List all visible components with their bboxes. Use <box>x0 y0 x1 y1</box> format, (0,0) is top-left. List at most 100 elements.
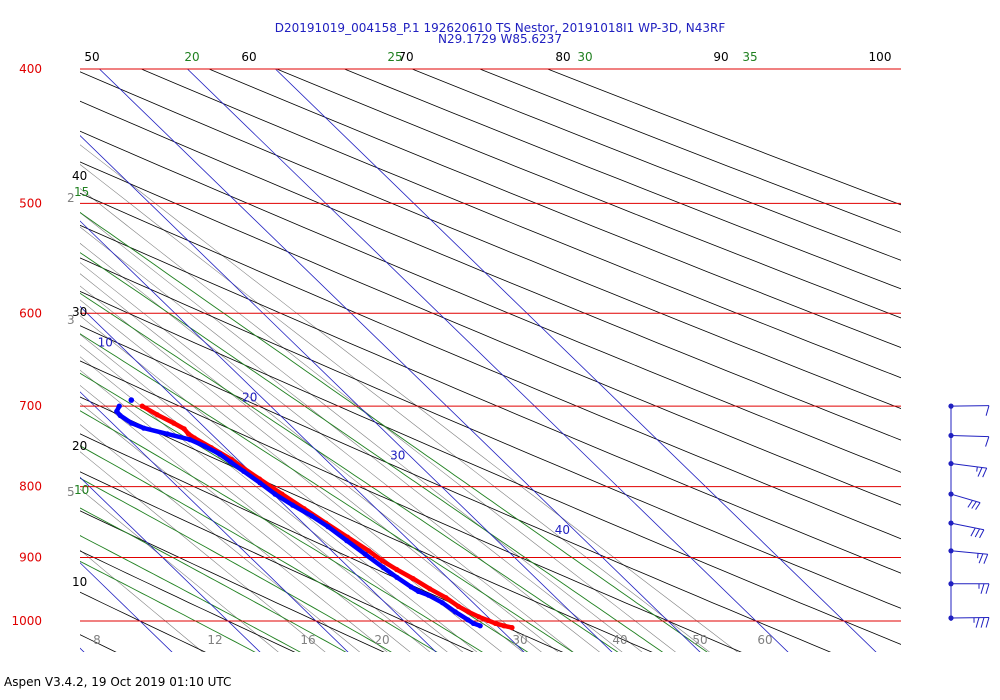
temperature-point <box>410 576 416 582</box>
dewpoint-point <box>257 480 263 486</box>
dry-adiabat-top-label-70: 70 <box>398 50 413 64</box>
dry-adiabat-line <box>275 69 901 319</box>
wind-barb <box>948 432 990 447</box>
dry-adiabat-top-label-100: 100 <box>869 50 892 64</box>
temperature-point <box>154 412 160 418</box>
temperature-profile <box>139 403 515 631</box>
pressure-label-600: 600 <box>19 306 42 320</box>
dewpoint-point <box>477 623 483 629</box>
dewpoint-point <box>128 397 135 403</box>
temperature-point <box>455 603 461 610</box>
isotherm-line <box>186 69 789 652</box>
mixing-ratio-line <box>80 424 361 652</box>
mixing-ratio-bottom-label-20: 20 <box>374 633 389 647</box>
pressure-label-900: 900 <box>19 551 42 565</box>
dewpoint-point <box>425 592 431 598</box>
mixing-ratio-line <box>80 164 710 652</box>
mixing-ratio-label-5: 5 <box>67 485 75 499</box>
dry-adiabat-line <box>80 257 901 609</box>
dewpoint-point <box>394 574 400 580</box>
dry-adiabat-line <box>80 325 832 652</box>
mixing-ratio-label-2: 2 <box>67 191 75 205</box>
temperature-point <box>427 586 433 592</box>
wind-barb <box>948 548 989 564</box>
mixing-ratio-bottom-label-8: 8 <box>93 633 101 647</box>
dry-adiabat-lines <box>80 69 901 652</box>
mixing-ratio-line <box>80 226 623 652</box>
moist-adiabat-top-label-20: 20 <box>184 50 199 64</box>
moist-adiabat-line <box>80 445 438 652</box>
dry-adiabat-top-label-50: 50 <box>84 50 99 64</box>
mixing-ratio-bottom-label-12: 12 <box>207 633 222 647</box>
isotherm-line <box>80 220 525 652</box>
dewpoint-point <box>439 600 445 606</box>
wind-barbs <box>948 403 990 628</box>
temperature-point <box>476 614 482 620</box>
dry-adiabat-line <box>80 396 653 652</box>
mixing-ratio-line <box>80 451 326 652</box>
mixing-ratio-bottom-label-50: 50 <box>692 633 707 647</box>
isotherm-line <box>80 391 349 652</box>
dry-adiabat-top-label-60: 60 <box>241 50 256 64</box>
mixing-ratio-line <box>80 333 478 652</box>
dewpoint-point <box>309 513 315 519</box>
mixing-ratio-lines <box>80 144 739 652</box>
chart-title-line1: D20191019_004158_P.1 192620610 TS Nestor… <box>275 21 726 35</box>
moist-adiabat-top-label-30: 30 <box>577 50 592 64</box>
pressure-label-1000: 1000 <box>11 614 42 628</box>
mixing-ratio-bottom-label-60: 60 <box>757 633 772 647</box>
temperature-point <box>139 403 145 409</box>
isotherm-line <box>80 135 613 652</box>
isotherm-line <box>80 476 261 652</box>
dewpoint-point <box>272 491 278 497</box>
dewpoint-point <box>465 617 471 623</box>
mixing-ratio-bottom-label-16: 16 <box>300 633 315 647</box>
dry-adiabat-line <box>546 69 901 206</box>
mixing-ratio-bottom-label-30: 30 <box>512 633 527 647</box>
moist-adiabat-line <box>80 211 708 652</box>
temperature-line <box>139 403 515 630</box>
wind-barb <box>948 520 985 539</box>
dry-adiabat-line <box>80 290 901 645</box>
dewpoint-point <box>117 412 123 419</box>
mixing-ratio-line <box>80 285 542 652</box>
dewpoint-point <box>470 620 476 627</box>
dewpoint-point <box>141 425 147 431</box>
dewpoint-point <box>164 431 170 437</box>
moist-adiabat-line <box>80 560 256 652</box>
mixing-ratio-line <box>80 262 574 652</box>
dewpoint-point <box>241 468 247 474</box>
temperature-point <box>185 431 191 437</box>
software-version-footer: Aspen V3.4.2, 19 Oct 2019 01:10 UTC <box>4 675 231 689</box>
temperature-point <box>492 620 498 627</box>
axis-labels: 4005006007008009001000-20-10010203040403… <box>11 50 892 647</box>
moist-adiabat-label-15: 15 <box>74 185 89 199</box>
dry-adiabat-line <box>80 591 206 652</box>
isotherm-label-20: 20 <box>242 390 257 404</box>
dry-adiabat-line <box>80 433 564 652</box>
mixing-ratio-line <box>80 273 559 652</box>
isobar-lines <box>80 68 901 622</box>
mixing-ratio-line <box>80 299 524 652</box>
temperature-point <box>394 566 400 573</box>
isotherm-line <box>80 562 173 652</box>
moist-adiabat-line <box>80 252 664 652</box>
isotherm-label-40: 40 <box>555 523 570 537</box>
temperature-point <box>485 617 491 624</box>
dewpoint-point <box>201 443 208 449</box>
isotherm-line <box>274 69 877 652</box>
isotherm-label-10: 10 <box>98 336 113 350</box>
dewpoint-point <box>325 524 331 530</box>
isotherm-line <box>80 647 85 652</box>
dry-adiabat-line <box>80 471 474 652</box>
dewpoint-point <box>227 459 234 465</box>
moist-adiabat-line <box>80 333 574 652</box>
dewpoint-point <box>408 584 414 590</box>
moist-adiabat-line <box>80 535 301 652</box>
mixing-ratio-line <box>80 402 388 652</box>
wind-barb <box>948 460 988 478</box>
dewpoint-profile <box>114 397 483 629</box>
mixing-ratio-line <box>80 144 739 652</box>
isotherm-line <box>0 38 23 678</box>
pressure-label-500: 500 <box>19 196 42 210</box>
